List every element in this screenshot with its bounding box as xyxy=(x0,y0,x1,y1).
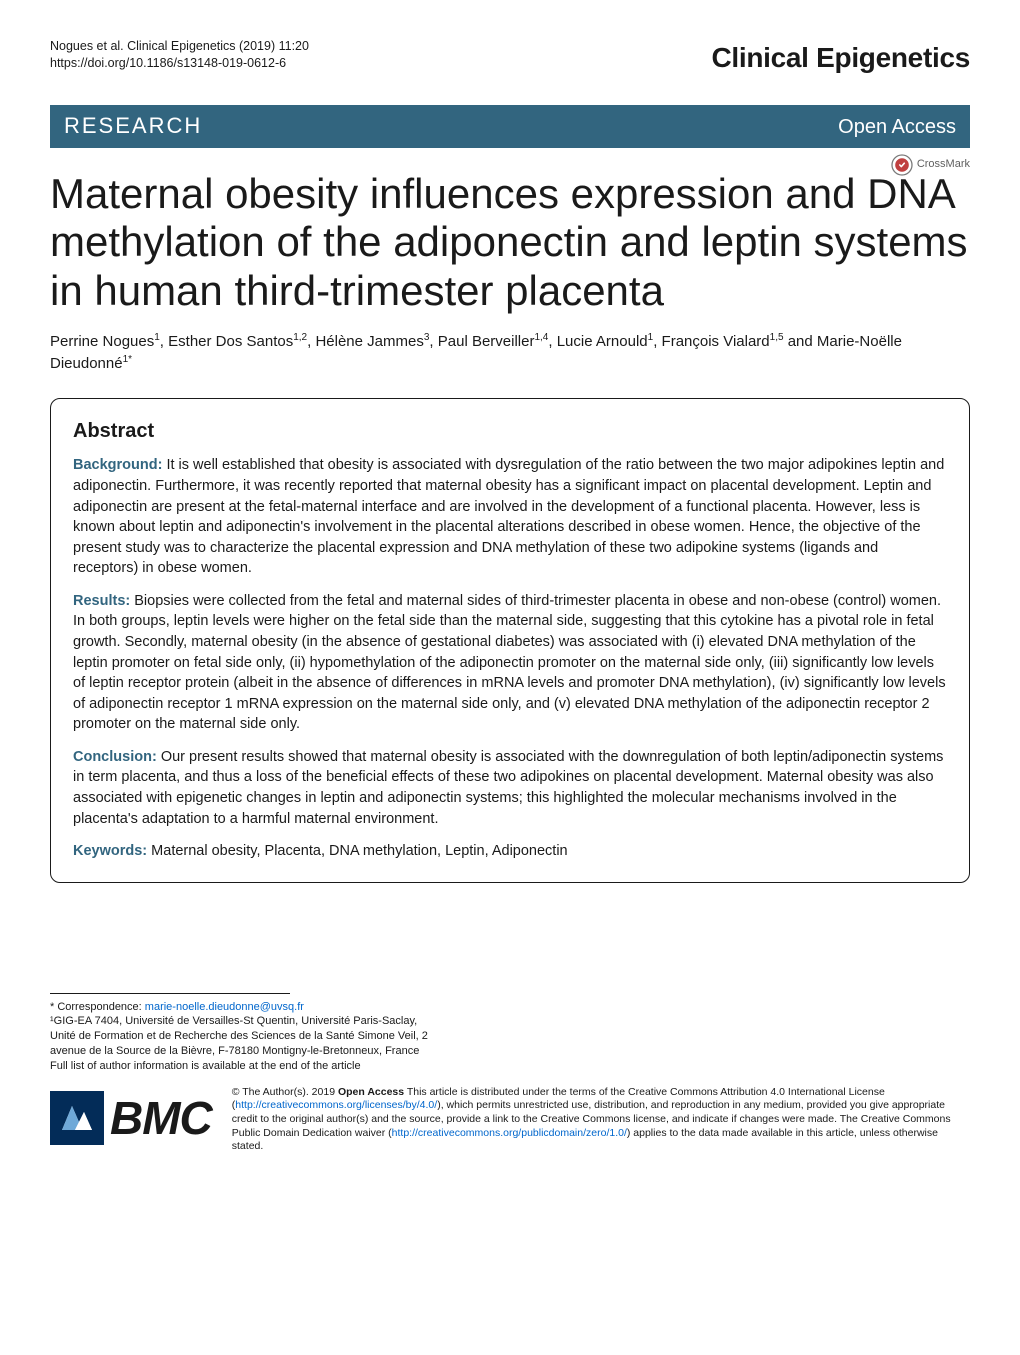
results-text: Biopsies were collected from the fetal a… xyxy=(73,593,946,732)
affiliation-line: Full list of author information is avail… xyxy=(50,1060,361,1072)
background-label: Background: xyxy=(73,457,162,473)
results-label: Results: xyxy=(73,593,130,609)
author: Lucie Arnould1 xyxy=(557,333,653,350)
open-access-label: Open Access xyxy=(838,113,956,141)
license-prefix: © The Author(s). 2019 xyxy=(232,1086,338,1098)
title-row: Maternal obesity influences expression a… xyxy=(50,170,970,331)
author: Hélène Jammes3 xyxy=(315,333,429,350)
author: Esther Dos Santos1,2 xyxy=(168,333,307,350)
background-text: It is well established that obesity is a… xyxy=(73,457,944,576)
affiliation-line: ¹GIG-EA 7404, Université de Versailles-S… xyxy=(50,1015,417,1027)
citation-block: Nogues et al. Clinical Epigenetics (2019… xyxy=(50,38,309,72)
article-type-label: RESEARCH xyxy=(64,111,202,142)
abstract-box: Abstract Background: It is well establis… xyxy=(50,398,970,882)
correspondence-block: * Correspondence: marie-noelle.dieudonne… xyxy=(50,1000,970,1074)
author: Perrine Nogues1 xyxy=(50,333,160,350)
author-list: Perrine Nogues1, Esther Dos Santos1,2, H… xyxy=(50,331,970,375)
correspondence-email[interactable]: marie-noelle.dieudonne@uvsq.fr xyxy=(145,1001,304,1013)
bmc-logo: BMC xyxy=(50,1086,212,1150)
abstract-results: Results: Biopsies were collected from th… xyxy=(73,591,947,735)
affiliation-line: avenue de la Source de la Bièvre, F-7818… xyxy=(50,1045,419,1057)
conclusion-text: Our present results showed that maternal… xyxy=(73,749,943,827)
author: Paul Berveiller1,4 xyxy=(438,333,549,350)
author: François Vialard1,5 xyxy=(662,333,784,350)
article-type-banner: RESEARCH Open Access xyxy=(50,105,970,148)
abstract-heading: Abstract xyxy=(73,417,947,445)
article-title: Maternal obesity influences expression a… xyxy=(50,170,970,315)
page-container: Nogues et al. Clinical Epigenetics (2019… xyxy=(0,0,1020,1184)
citation-line-1: Nogues et al. Clinical Epigenetics (2019… xyxy=(50,38,309,55)
keywords-label: Keywords: xyxy=(73,843,147,859)
license-row: BMC © The Author(s). 2019 Open Access Th… xyxy=(50,1086,970,1154)
citation-doi: https://doi.org/10.1186/s13148-019-0612-… xyxy=(50,55,309,72)
conclusion-label: Conclusion: xyxy=(73,749,157,765)
keywords-row: Keywords: Maternal obesity, Placenta, DN… xyxy=(73,841,947,861)
journal-name: Clinical Epigenetics xyxy=(711,38,970,77)
affiliation-line: Unité de Formation et de Recherche des S… xyxy=(50,1030,428,1042)
abstract-conclusion: Conclusion: Our present results showed t… xyxy=(73,747,947,829)
license-text: © The Author(s). 2019 Open Access This a… xyxy=(232,1086,970,1154)
correspondence-label: * Correspondence: xyxy=(50,1001,142,1013)
bmc-logo-text: BMC xyxy=(110,1086,212,1150)
cc-by-link[interactable]: http://creativecommons.org/licenses/by/4… xyxy=(235,1099,437,1111)
footer-separator xyxy=(50,993,290,994)
open-access-bold: Open Access xyxy=(338,1086,404,1098)
keywords-text: Maternal obesity, Placenta, DNA methylat… xyxy=(151,843,567,859)
header-row: Nogues et al. Clinical Epigenetics (2019… xyxy=(50,38,970,77)
abstract-background: Background: It is well established that … xyxy=(73,455,947,578)
bmc-square-icon xyxy=(50,1091,104,1145)
cc-pd-link[interactable]: http://creativecommons.org/publicdomain/… xyxy=(392,1127,627,1139)
